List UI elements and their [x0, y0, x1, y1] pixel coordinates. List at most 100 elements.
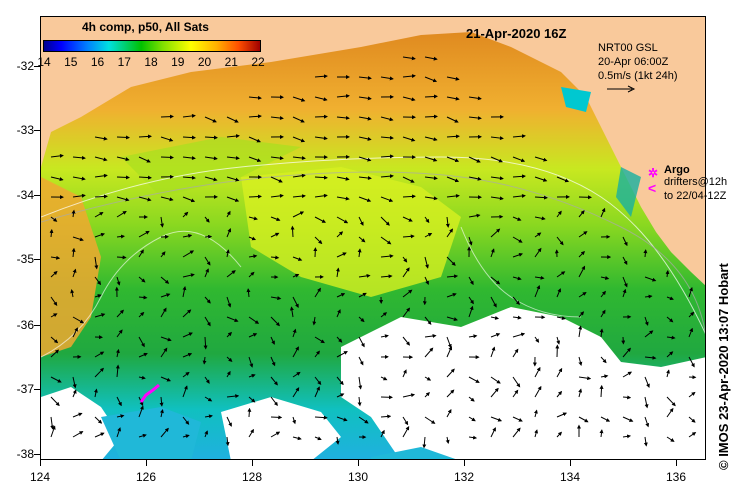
current-vector	[468, 156, 481, 163]
current-vector	[94, 173, 108, 178]
current-vector	[424, 276, 429, 285]
colorbar-tick: 22	[251, 55, 265, 69]
current-vector	[116, 156, 130, 162]
current-vector	[424, 136, 438, 142]
sst-map[interactable]	[40, 16, 706, 460]
current-vector	[94, 136, 108, 141]
current-vector	[248, 271, 255, 278]
current-vector	[446, 96, 460, 101]
current-vector	[270, 232, 280, 238]
current-vector	[490, 248, 495, 258]
argo-icon: ✲	[648, 166, 659, 180]
current-vector	[622, 276, 628, 288]
current-vector	[314, 96, 328, 102]
current-vector	[204, 135, 218, 140]
current-vector	[666, 316, 674, 323]
current-vector	[490, 176, 504, 181]
current-vector	[578, 376, 592, 381]
current-vector	[116, 196, 130, 202]
current-vector	[94, 212, 104, 218]
current-vector	[138, 196, 152, 202]
current-vector	[512, 296, 520, 305]
current-vector	[226, 356, 233, 362]
current-model: NRT00 GSL	[598, 42, 658, 54]
current-vector	[226, 156, 240, 161]
current-vector	[270, 176, 283, 183]
current-vector	[225, 436, 230, 447]
lat-tick-mark	[34, 389, 40, 390]
current-vector	[248, 216, 258, 221]
current-vector	[50, 349, 60, 358]
current-vector	[357, 396, 362, 407]
current-vector	[380, 376, 388, 381]
current-vector	[446, 134, 460, 139]
current-vector	[468, 334, 478, 339]
current-vector	[204, 316, 211, 327]
current-vector	[182, 385, 188, 398]
current-vector	[204, 376, 210, 384]
current-vector	[290, 225, 295, 238]
current-vector	[643, 249, 648, 258]
current-vector	[402, 74, 416, 79]
current-vector	[116, 255, 127, 260]
current-vector	[72, 316, 85, 324]
current-vector	[534, 275, 545, 280]
current-vector	[556, 412, 568, 418]
current-vector	[138, 134, 152, 139]
current-vector	[534, 336, 540, 343]
lat-tick-label: -34	[16, 188, 34, 202]
current-vector	[314, 216, 327, 223]
current-vector	[226, 134, 240, 139]
current-vector	[556, 271, 566, 278]
current-vector	[115, 348, 120, 358]
current-vector	[490, 376, 501, 384]
current-vector	[115, 364, 120, 378]
current-vector	[50, 270, 58, 278]
current-vector	[160, 114, 174, 119]
current-vector	[666, 436, 675, 442]
current-vector	[160, 293, 171, 298]
current-vector	[182, 371, 190, 378]
current-vector	[72, 193, 86, 198]
drifter-icon: <	[648, 180, 657, 196]
current-vector	[380, 116, 394, 122]
current-vector	[160, 251, 166, 258]
current-vector	[644, 396, 649, 409]
colorbar-tick: 19	[171, 55, 185, 69]
current-vector	[182, 113, 196, 118]
current-vector	[688, 327, 694, 338]
current-vector	[248, 428, 254, 438]
current-vector	[116, 135, 130, 140]
current-vector	[292, 256, 303, 261]
current-vector	[292, 296, 299, 308]
lat-tick-label: -33	[16, 123, 34, 137]
lat-tick-label: -35	[16, 252, 34, 266]
current-vector	[556, 176, 570, 183]
current-vector	[50, 255, 61, 260]
current-vector	[292, 436, 302, 441]
current-vector	[424, 114, 438, 119]
current-vector	[534, 216, 546, 221]
current-vector	[490, 228, 501, 238]
current-vector	[270, 356, 276, 367]
current-vector	[292, 136, 306, 143]
lon-tick-mark	[40, 460, 41, 466]
current-vector	[248, 396, 256, 403]
warm-region	[41, 177, 101, 357]
current-vector	[534, 366, 541, 378]
current-vector	[358, 216, 364, 226]
current-vector	[446, 116, 459, 123]
current-vector	[490, 387, 499, 398]
current-vector	[446, 76, 460, 81]
current-vector	[204, 116, 217, 123]
current-vector	[336, 293, 346, 298]
current-vector	[468, 236, 473, 246]
current-vector	[468, 376, 480, 383]
current-vector	[402, 194, 416, 199]
colorbar-tick: 14	[37, 55, 51, 69]
lat-tick-mark	[34, 66, 40, 67]
current-vector	[160, 276, 170, 284]
current-vector	[424, 334, 437, 338]
current-vector	[402, 234, 415, 239]
current-vector	[202, 356, 207, 365]
